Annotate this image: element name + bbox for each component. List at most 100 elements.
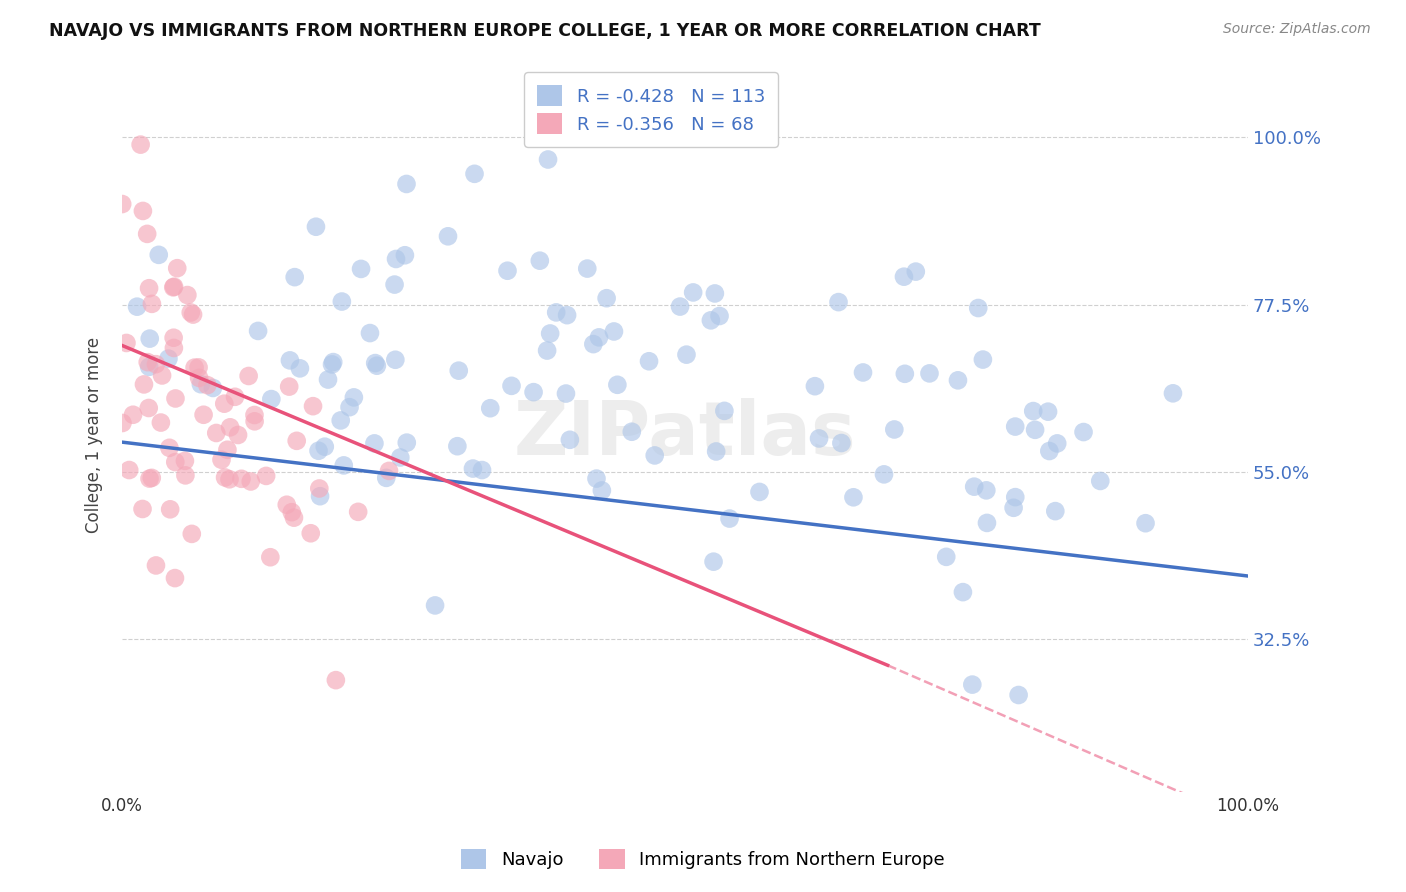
Text: NAVAJO VS IMMIGRANTS FROM NORTHERN EUROPE COLLEGE, 1 YEAR OR MORE CORRELATION CH: NAVAJO VS IMMIGRANTS FROM NORTHERN EUROP…	[49, 22, 1040, 40]
Point	[309, 489, 332, 503]
Point	[555, 308, 578, 322]
Point	[254, 469, 277, 483]
Point	[157, 351, 180, 366]
Point	[748, 484, 770, 499]
Point	[363, 436, 385, 450]
Text: Source: ZipAtlas.com: Source: ZipAtlas.com	[1223, 22, 1371, 37]
Point	[288, 361, 311, 376]
Point	[703, 286, 725, 301]
Point	[163, 571, 186, 585]
Point	[827, 295, 849, 310]
Point	[1004, 419, 1026, 434]
Point	[239, 475, 262, 489]
Point	[591, 483, 613, 498]
Point	[972, 352, 994, 367]
Point	[122, 408, 145, 422]
Point	[464, 167, 486, 181]
Point	[347, 505, 370, 519]
Point	[299, 526, 322, 541]
Point	[395, 435, 418, 450]
Point	[247, 324, 270, 338]
Point	[1007, 688, 1029, 702]
Point	[496, 264, 519, 278]
Point	[174, 454, 197, 468]
Point	[138, 401, 160, 415]
Point	[276, 498, 298, 512]
Point	[830, 436, 852, 450]
Point	[125, 300, 148, 314]
Point	[281, 505, 304, 519]
Point	[131, 502, 153, 516]
Point	[1090, 474, 1112, 488]
Point	[704, 444, 727, 458]
Point	[283, 510, 305, 524]
Point	[321, 358, 343, 372]
Point	[967, 301, 990, 315]
Point	[325, 673, 347, 687]
Point	[285, 434, 308, 448]
Point	[149, 416, 172, 430]
Point	[904, 264, 927, 278]
Point	[136, 227, 159, 241]
Point	[141, 471, 163, 485]
Point	[359, 326, 381, 340]
Point	[157, 441, 180, 455]
Point	[366, 359, 388, 373]
Point	[620, 425, 643, 439]
Point	[139, 332, 162, 346]
Point	[718, 511, 741, 525]
Point	[709, 309, 731, 323]
Point	[148, 248, 170, 262]
Point	[145, 558, 167, 573]
Point	[231, 472, 253, 486]
Point	[447, 364, 470, 378]
Point	[145, 357, 167, 371]
Point	[181, 308, 204, 322]
Point	[111, 416, 134, 430]
Point	[278, 379, 301, 393]
Legend: Navajo, Immigrants from Northern Europe: Navajo, Immigrants from Northern Europe	[453, 839, 953, 879]
Point	[259, 550, 281, 565]
Point	[162, 331, 184, 345]
Legend: R = -0.428   N = 113, R = -0.356   N = 68: R = -0.428 N = 113, R = -0.356 N = 68	[524, 72, 778, 146]
Point	[384, 277, 406, 292]
Point	[883, 422, 905, 436]
Point	[395, 177, 418, 191]
Point	[603, 325, 626, 339]
Point	[118, 463, 141, 477]
Point	[322, 355, 344, 369]
Point	[585, 472, 607, 486]
Point	[501, 379, 523, 393]
Point	[555, 386, 578, 401]
Point	[479, 401, 502, 416]
Point	[224, 390, 246, 404]
Point	[132, 203, 155, 218]
Point	[329, 413, 352, 427]
Point	[952, 585, 974, 599]
Point	[211, 452, 233, 467]
Point	[1161, 386, 1184, 401]
Point	[595, 291, 617, 305]
Point	[205, 425, 228, 440]
Point	[138, 281, 160, 295]
Point	[176, 288, 198, 302]
Point	[894, 367, 917, 381]
Point	[1002, 500, 1025, 515]
Point	[804, 379, 827, 393]
Point	[243, 414, 266, 428]
Point	[364, 356, 387, 370]
Point	[852, 366, 875, 380]
Point	[330, 294, 353, 309]
Point	[375, 471, 398, 485]
Point	[136, 355, 159, 369]
Point	[138, 359, 160, 374]
Point	[129, 137, 152, 152]
Point	[576, 261, 599, 276]
Point	[638, 354, 661, 368]
Text: ZIPatlas: ZIPatlas	[513, 398, 856, 471]
Point	[166, 261, 188, 276]
Point	[195, 378, 218, 392]
Point	[180, 527, 202, 541]
Point	[606, 377, 628, 392]
Point	[962, 677, 984, 691]
